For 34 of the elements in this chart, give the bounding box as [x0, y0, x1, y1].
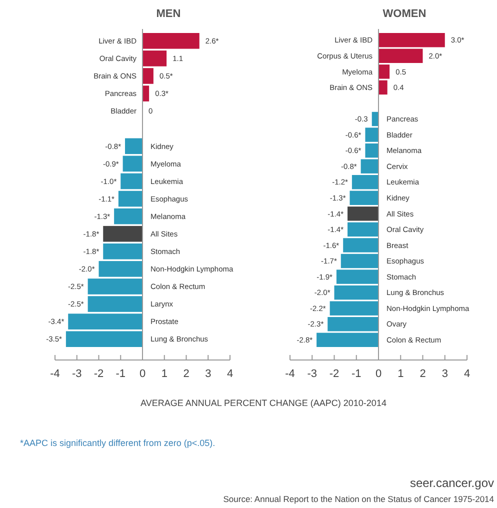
x-tick-label: -3: [72, 368, 82, 380]
x-tick-label: 0: [375, 368, 382, 380]
x-tick-label: -1: [116, 368, 126, 380]
x-tick-label: 4: [226, 368, 234, 380]
bar: [120, 173, 142, 190]
bar: [122, 156, 142, 172]
x-tick-label: 3: [205, 368, 212, 380]
text: *AAPC is significantly different from zero (p<.05).: [20, 438, 216, 448]
x-tick-label: -2: [94, 368, 104, 380]
bar: [348, 206, 378, 221]
bar: [125, 138, 142, 154]
x-tick-label: 1: [161, 368, 168, 380]
bar: [350, 190, 378, 205]
text: seer.cancer.gov: [410, 476, 494, 490]
bar: [118, 190, 142, 207]
x-tick-label: 2: [420, 368, 426, 380]
x-tick-label: 1: [398, 368, 404, 380]
chart-title: WOMEN: [382, 8, 426, 20]
x-tick-label: -4: [285, 368, 295, 380]
bar: [378, 33, 445, 48]
x-tick-label: -2: [329, 368, 340, 380]
x-tick-label: -1: [351, 368, 362, 380]
x-tick-label: -4: [50, 368, 60, 380]
x-axis-title: AVERAGE ANNUAL PERCENT CHANGE (AAPC) 2010-2014: [140, 398, 386, 408]
x-tick-label: -3: [307, 368, 318, 380]
bar: [103, 226, 142, 242]
x-tick-label: 4: [464, 368, 470, 380]
x-tick-label: 2: [183, 368, 190, 380]
bar: [316, 332, 378, 347]
x-tick-label: 0: [139, 368, 146, 380]
source-note: Source: Annual Report to the Nation on the Status of Cancer 1975-2014: [223, 494, 494, 504]
x-tick-label: 3: [442, 368, 448, 380]
chart-title: MEN: [156, 8, 181, 20]
bar: [114, 208, 142, 224]
